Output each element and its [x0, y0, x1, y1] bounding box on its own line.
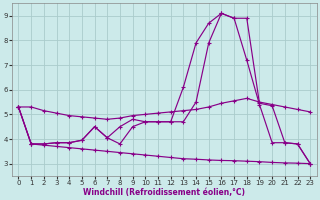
X-axis label: Windchill (Refroidissement éolien,°C): Windchill (Refroidissement éolien,°C) [83, 188, 245, 197]
